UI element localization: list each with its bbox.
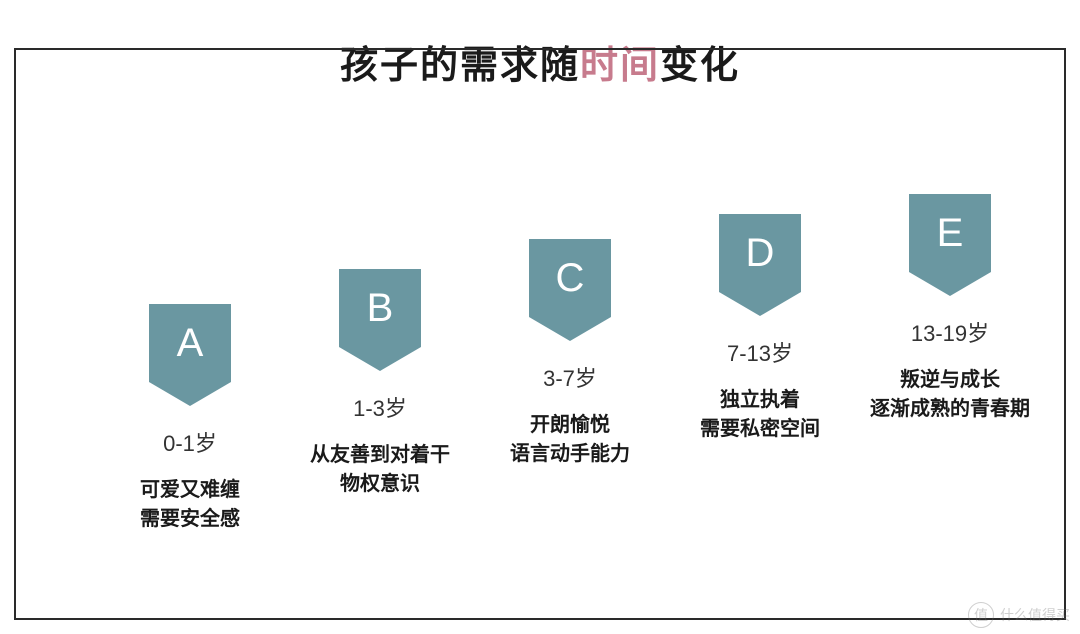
stage-letter: E xyxy=(937,211,964,256)
stage-e: E 13-19岁 叛逆与成长 逐渐成熟的青春期 xyxy=(850,194,1050,424)
stage-age: 1-3岁 xyxy=(280,391,480,423)
stage-c: C 3-7岁 开朗愉悦 语言动手能力 xyxy=(470,239,670,469)
stage-b: B 1-3岁 从友善到对着干 物权意识 xyxy=(280,269,480,499)
stage-desc: 可爱又难缠 需要安全感 xyxy=(90,476,290,534)
stage-age: 0-1岁 xyxy=(90,426,290,458)
stage-a: A 0-1岁 可爱又难缠 需要安全感 xyxy=(90,304,290,534)
stage-badge: C xyxy=(529,239,611,317)
stage-age: 7-13岁 xyxy=(660,336,860,368)
stage-desc: 从友善到对着干 物权意识 xyxy=(280,441,480,499)
watermark-icon: 值 xyxy=(968,602,994,628)
stage-desc: 开朗愉悦 语言动手能力 xyxy=(470,411,670,469)
stage-badge: E xyxy=(909,194,991,272)
stage-age: 13-19岁 xyxy=(850,316,1050,348)
watermark: 值 什么值得买 xyxy=(968,602,1070,628)
stage-letter: B xyxy=(367,286,394,331)
stage-badge: B xyxy=(339,269,421,347)
stages-container: A 0-1岁 可爱又难缠 需要安全感 B 1-3岁 从友善到对着干 物权意识 C… xyxy=(0,194,1080,574)
stage-letter: D xyxy=(746,231,775,276)
stage-desc: 独立执着 需要私密空间 xyxy=(660,386,860,444)
stage-desc: 叛逆与成长 逐渐成熟的青春期 xyxy=(850,366,1050,424)
stage-badge: A xyxy=(149,304,231,382)
stage-badge: D xyxy=(719,214,801,292)
stage-d: D 7-13岁 独立执着 需要私密空间 xyxy=(660,214,860,444)
stage-letter: C xyxy=(556,256,585,301)
stage-age: 3-7岁 xyxy=(470,361,670,393)
stage-letter: A xyxy=(177,321,204,366)
watermark-text: 什么值得买 xyxy=(1000,605,1070,625)
